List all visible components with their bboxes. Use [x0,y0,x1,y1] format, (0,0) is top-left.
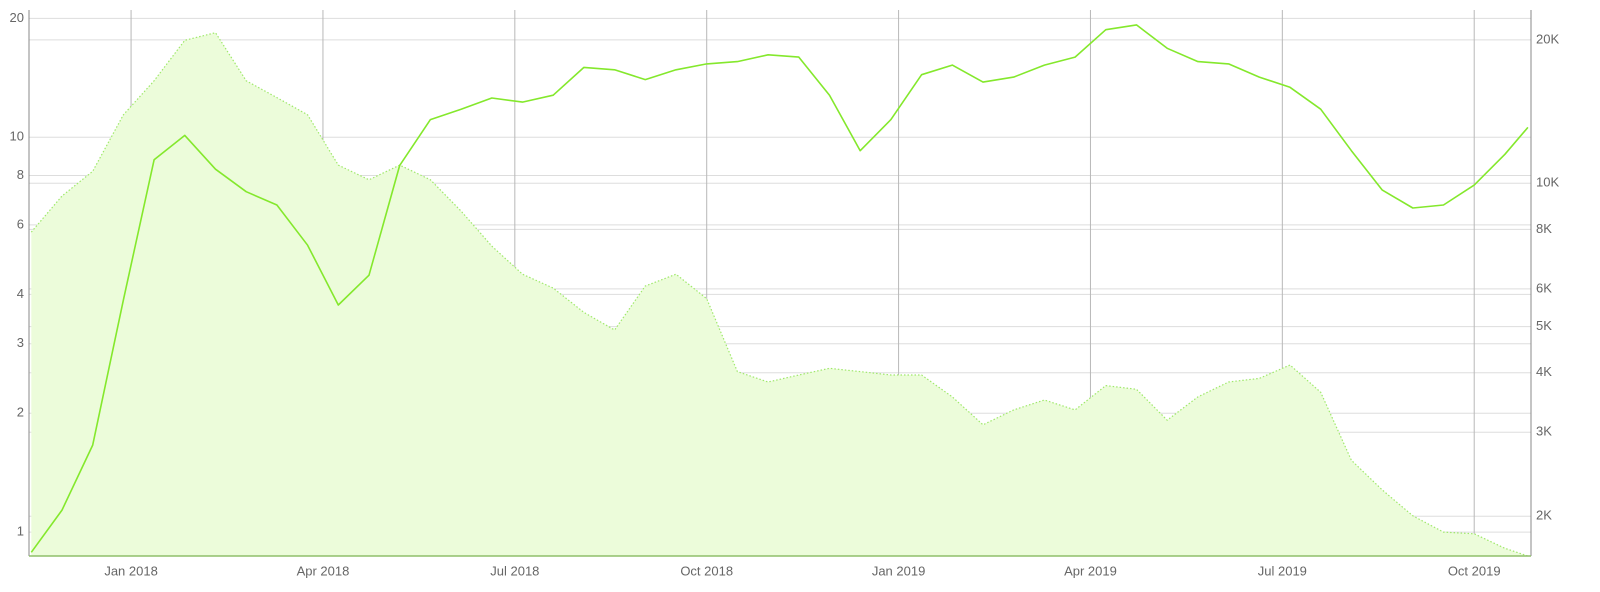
y-tick-label: 2 [17,405,24,420]
x-tick-label: Oct 2019 [1448,563,1501,578]
x-tick-label: Oct 2018 [680,563,733,578]
y2-tick-label: 20K [1536,31,1559,46]
x-tick-label: Jan 2018 [104,563,158,578]
y-tick-label: 8 [17,167,24,182]
y-tick-label: 4 [17,286,24,301]
x-tick-label: Jan 2019 [872,563,926,578]
y2-tick-label: 4K [1536,364,1552,379]
line [30,24,1529,553]
x-tick-label: Jul 2019 [1258,563,1307,578]
area-fill [31,32,1528,556]
y-tick-label: 6 [17,216,24,231]
y2-tick-label: 5K [1536,318,1552,333]
y2-tick-label: 3K [1536,424,1552,439]
marks-layer [30,24,1529,557]
y-tick-label: 1 [17,524,24,539]
y-tick-label: 20 [10,10,24,25]
x-tick-label: Jul 2018 [490,563,539,578]
y-tick-label: 10 [10,129,24,144]
x-tick-label: Apr 2018 [297,563,350,578]
y2-tick-label: 8K [1536,221,1552,236]
y-tick-label: 3 [17,335,24,350]
x-tick-label: Apr 2019 [1064,563,1117,578]
axes-layer: 1 2 3 4 6 8 10 20 2K 3K 4K 5K 6K 8K 10K 20K Jan 2018 Apr … [10,10,1560,579]
y2-tick-label: 2K [1536,508,1552,523]
y2-tick-label: 6K [1536,280,1552,295]
area-outline [30,32,1529,557]
y2-tick-label: 10K [1536,175,1559,190]
